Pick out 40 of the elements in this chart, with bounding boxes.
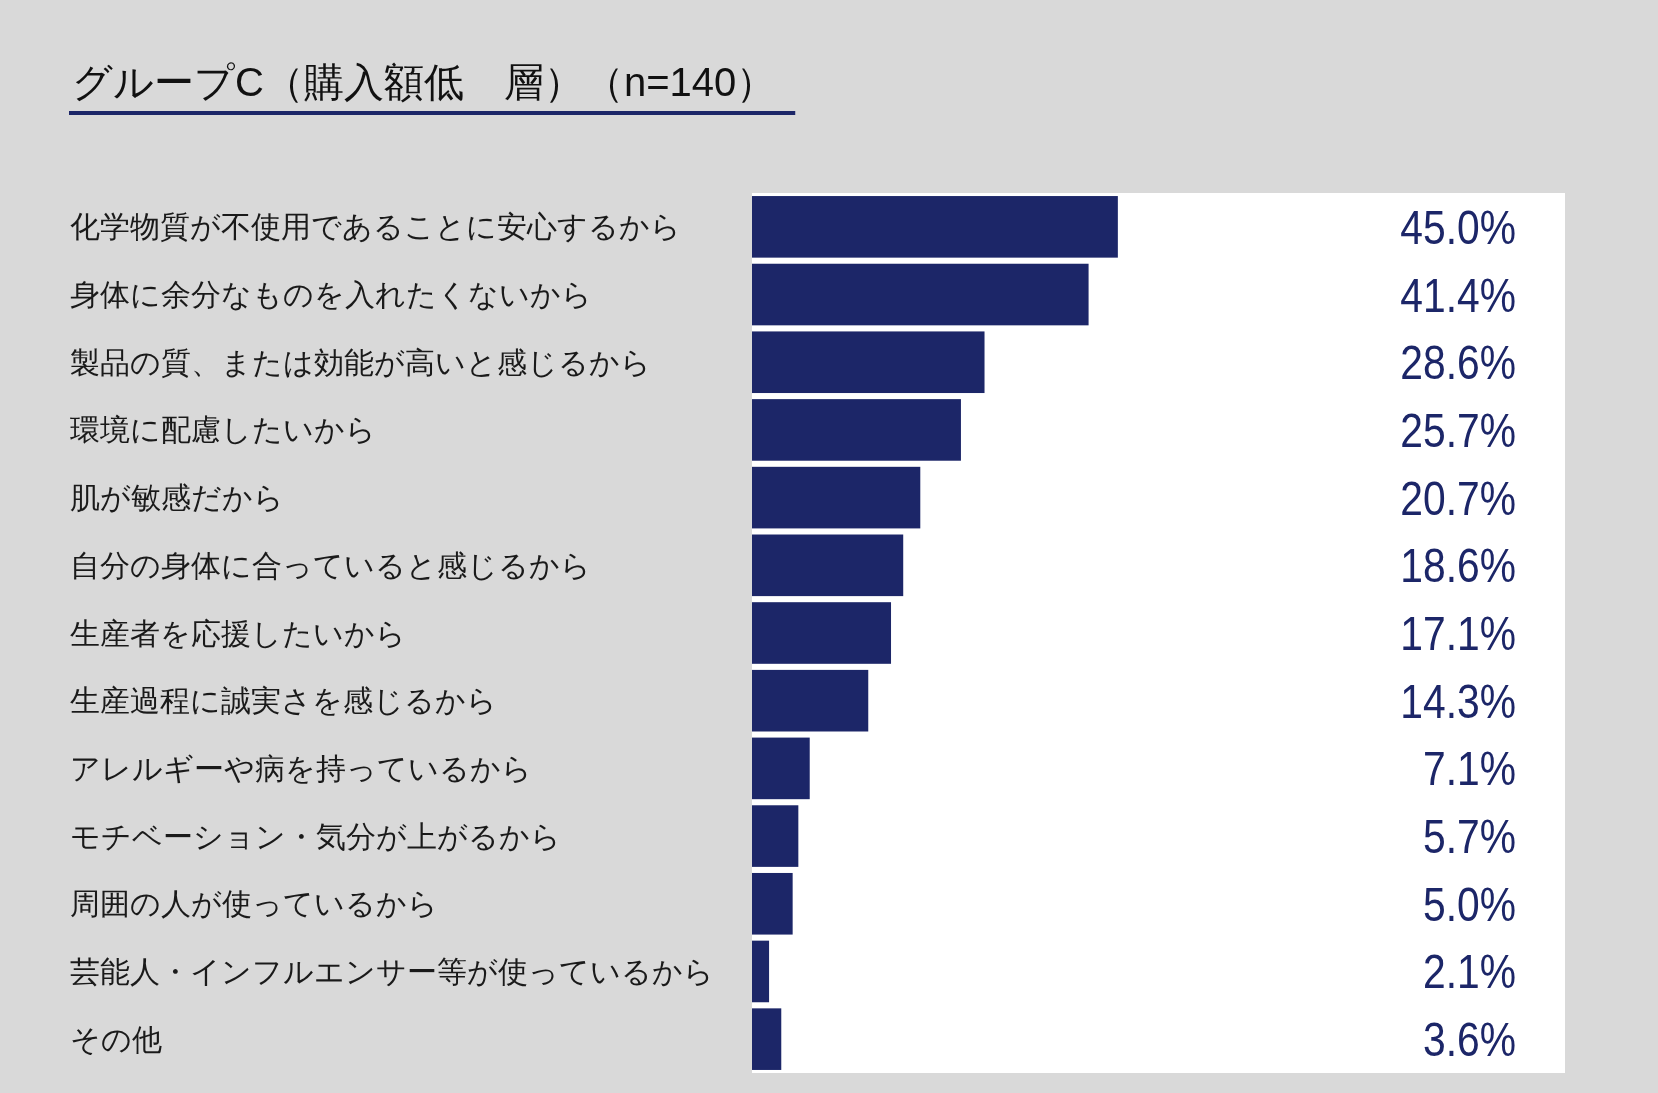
bar <box>752 872 793 935</box>
data-label: 3.6% <box>1423 1013 1516 1066</box>
data-label: 2.1% <box>1423 945 1516 999</box>
y-tick-label: 環境に配慮したいから <box>70 413 376 447</box>
data-label: 18.6% <box>1400 539 1516 593</box>
data-label: 14.3% <box>1400 674 1516 728</box>
data-label: 41.4% <box>1400 268 1516 322</box>
y-tick-label: モチベーション・気分が上がるから <box>70 819 561 853</box>
data-label: 5.0% <box>1423 877 1516 931</box>
data-label: 28.6% <box>1400 336 1516 389</box>
y-tick-label: 生産過程に誠実さを感じるから <box>70 684 497 718</box>
data-label: 20.7% <box>1400 471 1516 525</box>
y-tick-label: 生産者を応援したいから <box>70 616 406 650</box>
y-tick-label: 化学物質が不使用であることに安心するから <box>70 210 681 244</box>
y-tick-label: 芸能人・インフルエンサー等が使っているから <box>70 954 714 988</box>
y-tick-label: 周囲の人が使っているから <box>70 887 438 921</box>
y-tick-label: 製品の質、または効能が高いと感じるから <box>70 345 651 379</box>
bar <box>752 196 1118 258</box>
bar <box>752 399 961 461</box>
bar <box>752 940 770 1003</box>
y-tick-label: アレルギーや病を持っているから <box>70 751 532 785</box>
data-label: 5.7% <box>1423 809 1516 863</box>
bar <box>752 602 892 664</box>
bar <box>752 534 904 597</box>
y-tick-label: 自分の身体に合っていると感じるから <box>70 548 591 582</box>
data-label: 25.7% <box>1400 403 1516 457</box>
y-tick-label: その他 <box>70 1022 162 1056</box>
bar <box>752 669 869 732</box>
y-tick-label: 身体に余分なものを入れたくないから <box>70 278 592 312</box>
bar <box>752 1008 782 1070</box>
bar <box>752 466 921 529</box>
title: グループC（購入額低 層）（n=140） <box>72 60 777 104</box>
y-tick-label: 肌が敏感だから <box>70 481 284 515</box>
bar <box>752 263 1089 326</box>
data-label: 45.0% <box>1400 200 1516 254</box>
bar <box>752 805 799 867</box>
bar <box>752 737 810 800</box>
data-label: 17.1% <box>1400 606 1516 660</box>
data-label: 7.1% <box>1423 742 1516 796</box>
bar <box>752 331 985 394</box>
